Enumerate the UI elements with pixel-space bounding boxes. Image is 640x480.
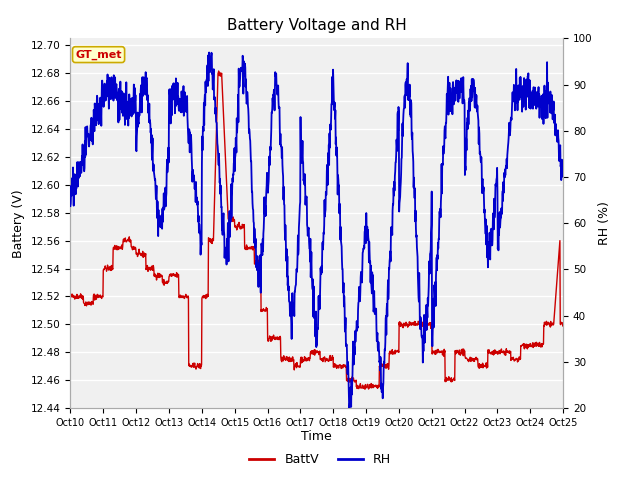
Y-axis label: Battery (V): Battery (V): [12, 189, 25, 257]
Y-axis label: RH (%): RH (%): [598, 201, 611, 245]
X-axis label: Time: Time: [301, 431, 332, 444]
Title: Battery Voltage and RH: Battery Voltage and RH: [227, 18, 406, 33]
Text: GT_met: GT_met: [76, 49, 122, 60]
Legend: BattV, RH: BattV, RH: [244, 448, 396, 471]
